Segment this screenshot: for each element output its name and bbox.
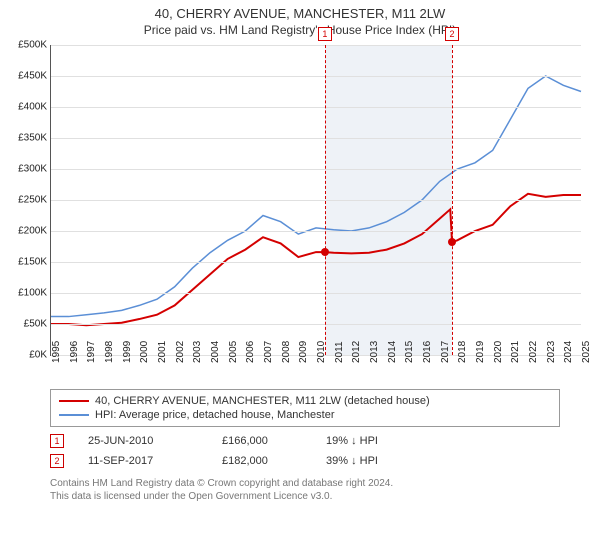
x-axis-label: 1997 xyxy=(86,341,97,363)
x-axis-label: 2003 xyxy=(192,341,203,363)
sale-date: 11-SEP-2017 xyxy=(88,455,198,467)
x-axis-label: 2024 xyxy=(563,341,574,363)
chart-area: £0K£50K£100K£150K£200K£250K£300K£350K£40… xyxy=(40,45,600,385)
sale-price: £166,000 xyxy=(222,435,302,447)
x-axis-label: 2006 xyxy=(245,341,256,363)
y-axis-label: £500K xyxy=(7,40,47,51)
legend-label: 40, CHERRY AVENUE, MANCHESTER, M11 2LW (… xyxy=(95,395,430,407)
sale-date: 25-JUN-2010 xyxy=(88,435,198,447)
x-axis-label: 2001 xyxy=(157,341,168,363)
grid-line xyxy=(51,200,581,201)
x-axis-label: 2011 xyxy=(334,341,345,363)
grid-line xyxy=(51,169,581,170)
y-axis-label: £100K xyxy=(7,288,47,299)
x-axis-label: 2007 xyxy=(263,341,274,363)
legend-item-property: 40, CHERRY AVENUE, MANCHESTER, M11 2LW (… xyxy=(59,394,551,408)
y-axis-label: £0K xyxy=(7,350,47,361)
legend-swatch xyxy=(59,414,89,416)
legend: 40, CHERRY AVENUE, MANCHESTER, M11 2LW (… xyxy=(50,389,560,427)
sale-row: 1 25-JUN-2010 £166,000 19% ↓ HPI xyxy=(50,431,560,451)
series-line xyxy=(51,194,581,325)
x-axis-label: 2023 xyxy=(546,341,557,363)
marker-dot xyxy=(321,248,329,256)
grid-line xyxy=(51,107,581,108)
sale-price: £182,000 xyxy=(222,455,302,467)
y-axis-label: £450K xyxy=(7,71,47,82)
y-axis-label: £400K xyxy=(7,102,47,113)
title-block: 40, CHERRY AVENUE, MANCHESTER, M11 2LW P… xyxy=(0,0,600,37)
plot-region: £0K£50K£100K£150K£200K£250K£300K£350K£40… xyxy=(50,45,581,356)
x-axis-label: 2018 xyxy=(457,341,468,363)
sale-marker: 1 xyxy=(50,434,64,448)
sales-table: 1 25-JUN-2010 £166,000 19% ↓ HPI 2 11-SE… xyxy=(50,431,560,471)
x-axis-label: 2008 xyxy=(281,341,292,363)
x-axis-label: 2016 xyxy=(422,341,433,363)
footer: Contains HM Land Registry data © Crown c… xyxy=(50,477,560,503)
x-axis-label: 2021 xyxy=(510,341,521,363)
marker-box: 1 xyxy=(318,27,332,41)
sale-hpi: 39% ↓ HPI xyxy=(326,455,406,467)
x-axis-label: 2014 xyxy=(387,341,398,363)
sale-hpi: 19% ↓ HPI xyxy=(326,435,406,447)
marker-line xyxy=(452,45,453,355)
grid-line xyxy=(51,324,581,325)
footer-line: Contains HM Land Registry data © Crown c… xyxy=(50,477,560,490)
x-axis-label: 1995 xyxy=(51,341,62,363)
x-axis-label: 2013 xyxy=(369,341,380,363)
grid-line xyxy=(51,138,581,139)
grid-line xyxy=(51,262,581,263)
legend-item-hpi: HPI: Average price, detached house, Manc… xyxy=(59,408,551,422)
sale-marker: 2 xyxy=(50,454,64,468)
footer-line: This data is licensed under the Open Gov… xyxy=(50,490,560,503)
x-axis-label: 1996 xyxy=(69,341,80,363)
y-axis-label: £250K xyxy=(7,195,47,206)
chart-subtitle: Price paid vs. HM Land Registry's House … xyxy=(0,23,600,37)
legend-swatch xyxy=(59,400,89,402)
x-axis-label: 2015 xyxy=(404,341,415,363)
x-axis-label: 2020 xyxy=(493,341,504,363)
grid-line xyxy=(51,231,581,232)
grid-line xyxy=(51,293,581,294)
chart-title: 40, CHERRY AVENUE, MANCHESTER, M11 2LW xyxy=(0,6,600,21)
x-axis-label: 2004 xyxy=(210,341,221,363)
grid-line xyxy=(51,45,581,46)
marker-dot xyxy=(448,238,456,246)
x-axis-label: 2025 xyxy=(581,341,592,363)
y-axis-label: £150K xyxy=(7,257,47,268)
grid-line xyxy=(51,76,581,77)
x-axis-label: 2022 xyxy=(528,341,539,363)
x-axis-label: 2017 xyxy=(440,341,451,363)
x-axis-label: 1999 xyxy=(122,341,133,363)
x-axis-label: 2000 xyxy=(139,341,150,363)
marker-box: 2 xyxy=(445,27,459,41)
x-axis-label: 2019 xyxy=(475,341,486,363)
x-axis-label: 2005 xyxy=(228,341,239,363)
x-axis-label: 2002 xyxy=(175,341,186,363)
y-axis-label: £200K xyxy=(7,226,47,237)
y-axis-label: £350K xyxy=(7,133,47,144)
x-axis-label: 1998 xyxy=(104,341,115,363)
x-axis-label: 2009 xyxy=(298,341,309,363)
y-axis-label: £300K xyxy=(7,164,47,175)
marker-line xyxy=(325,45,326,355)
x-axis-label: 2012 xyxy=(351,341,362,363)
series-line xyxy=(51,76,581,317)
y-axis-label: £50K xyxy=(7,319,47,330)
sale-row: 2 11-SEP-2017 £182,000 39% ↓ HPI xyxy=(50,451,560,471)
legend-label: HPI: Average price, detached house, Manc… xyxy=(95,409,335,421)
